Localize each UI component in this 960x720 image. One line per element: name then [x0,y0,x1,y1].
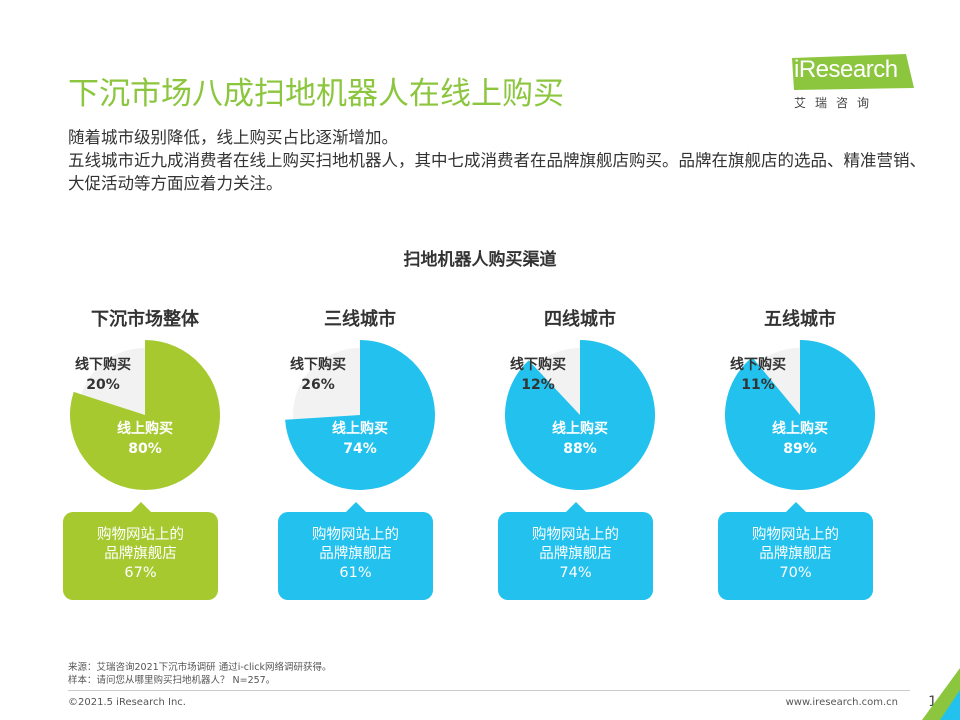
pie-slice-online [505,340,655,490]
source-note: 来源：艾瑞咨询2021下沉市场调研 通过i-click网络调研获得。 [68,662,332,673]
flagship-store-box: 购物网站上的 品牌旗舰店 61% [278,502,433,600]
box-line-1: 购物网站上的 [752,527,839,543]
box-pointer [345,502,366,512]
offline-label-name: 线下购买 [510,357,566,373]
online-label-value: 80% [128,441,162,457]
offline-label-name: 线下购买 [290,357,346,373]
iresearch-logo: iResearch 艾瑞咨询 [788,52,918,112]
box-value: 74% [559,565,592,581]
offline-label-value: 20% [86,377,120,393]
flagship-store-box: 购物网站上的 品牌旗舰店 67% [63,502,218,600]
pie-group-title: 三线城市 [324,309,396,330]
offline-label-name: 线下购买 [75,357,131,373]
box-pointer [130,502,151,512]
offline-label-value: 26% [301,377,335,393]
box-line-2: 品牌旗舰店 [539,546,612,562]
box-value: 61% [339,565,372,581]
offline-label-value: 12% [521,377,555,393]
pie-chart [505,340,655,490]
description-line-2: 五线城市近九成消费者在线上购买扫地机器人，其中七成消费者在品牌旗舰店购买。品牌在… [68,151,926,193]
box-line-1: 购物网站上的 [532,527,619,543]
flagship-store-box: 购物网站上的 品牌旗舰店 74% [498,502,653,600]
description: 随着城市级别降低，线上购买占比逐渐增加。 五线城市近九成消费者在线上购买扫地机器… [68,126,928,195]
footer-notes: 来源：艾瑞咨询2021下沉市场调研 通过i-click网络调研获得。 样本：请问… [68,661,332,687]
chart-title: 扫地机器人购买渠道 [403,250,557,270]
online-label-name: 线上购买 [117,421,173,437]
online-label-name: 线上购买 [332,421,388,437]
pie-slice-offline [81,348,145,415]
online-label-name: 线上购买 [772,421,828,437]
sample-note: 样本：请问您从哪里购买扫地机器人？ N=257。 [68,675,276,686]
offline-label: 线下购买 20% [75,355,131,395]
pie-slice-offline [757,348,800,415]
logo-badge-shape [792,54,914,90]
corner-decoration [922,668,960,720]
box-value: 70% [779,565,812,581]
box-pointer [565,502,586,512]
online-label-value: 74% [343,441,377,457]
pie-slice-online [285,340,435,490]
logo-text: iResearch [794,56,898,83]
offline-label: 线下购买 11% [730,355,786,395]
offline-label: 线下购买 26% [290,355,346,395]
flagship-store-box: 购物网站上的 品牌旗舰店 70% [718,502,873,600]
pie-chart [285,340,435,490]
box-value: 67% [124,565,157,581]
offline-label-name: 线下购买 [730,357,786,373]
online-label-value: 89% [783,441,817,457]
pie-group-title: 四线城市 [544,309,616,330]
pie-chart [70,340,220,490]
description-line-1: 随着城市级别降低，线上购买占比逐渐增加。 [68,128,398,147]
pie-group-title: 五线城市 [764,309,836,330]
pie-slice-online [725,340,875,490]
logo-subtitle: 艾瑞咨询 [794,96,879,110]
pie-slice-online [70,340,220,490]
box-pointer [785,502,806,512]
page-title: 下沉市场八成扫地机器人在线上购买 [68,76,564,112]
website-link[interactable]: www.iresearch.com.cn [785,697,898,708]
box-line-1: 购物网站上的 [312,527,399,543]
box-line-2: 品牌旗舰店 [104,546,177,562]
offline-label: 线下购买 12% [510,355,566,395]
online-label-value: 88% [563,441,597,457]
copyright: ©2021.5 iResearch Inc. [68,697,186,708]
pie-slice-offline [293,348,360,420]
footer-divider [68,690,910,691]
pie-chart [725,340,875,490]
box-line-2: 品牌旗舰店 [759,546,832,562]
pie-group-title: 下沉市场整体 [91,309,199,330]
online-label: 线上购买 74% [332,419,388,459]
offline-label-value: 11% [741,377,775,393]
online-label: 线上购买 89% [772,419,828,459]
online-label: 线上购买 88% [552,419,608,459]
box-line-2: 品牌旗舰店 [319,546,392,562]
online-label: 线上购买 80% [117,419,173,459]
pie-slice-offline [534,348,580,415]
box-line-1: 购物网站上的 [97,527,184,543]
online-label-name: 线上购买 [552,421,608,437]
